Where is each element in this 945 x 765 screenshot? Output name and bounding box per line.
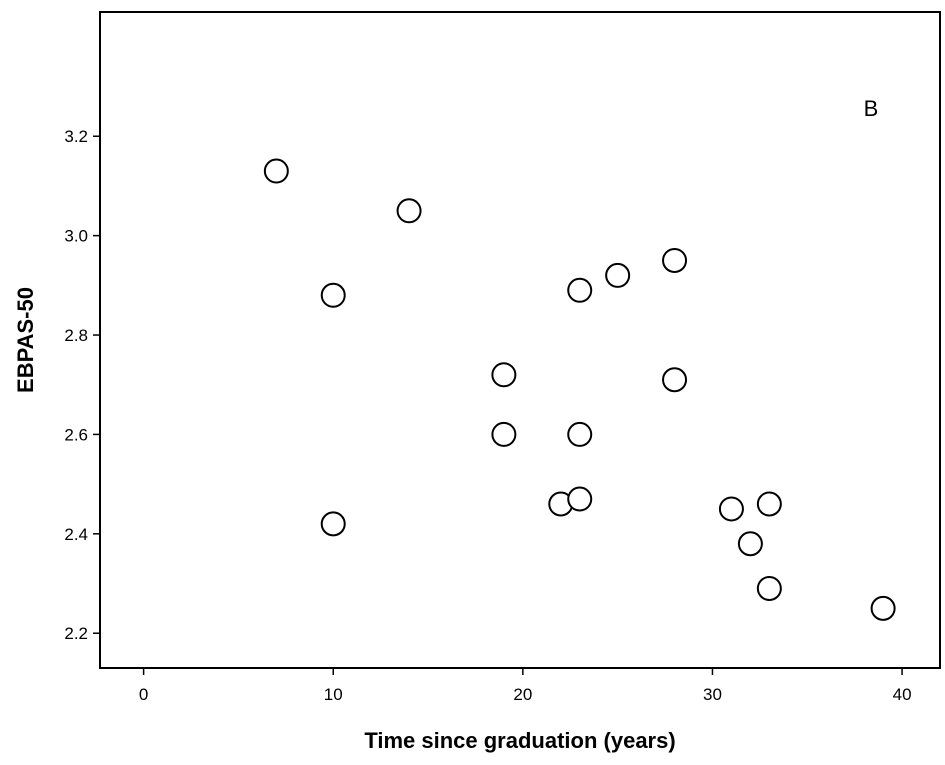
data-point (320, 511, 346, 537)
y-tick-label: 2.8 (64, 326, 88, 345)
x-tick-label: 10 (324, 685, 343, 704)
x-tick-label: 40 (893, 685, 912, 704)
data-point (396, 198, 422, 224)
data-point (567, 277, 593, 303)
data-points (263, 158, 896, 621)
y-axis-ticks: 2.2 2.4 2.6 2.8 3.0 3.2 (64, 127, 100, 643)
x-tick-label: 20 (513, 685, 532, 704)
data-point (567, 486, 593, 512)
x-axis-title: Time since graduation (years) (364, 728, 675, 753)
data-point (491, 421, 517, 447)
plot-frame (99, 11, 941, 669)
data-point (662, 247, 688, 273)
y-tick-label: 3.2 (64, 127, 88, 146)
data-point (718, 496, 744, 522)
y-tick-label: 2.6 (64, 425, 88, 444)
data-point (567, 421, 593, 447)
y-axis-title: EBPAS-50 (13, 287, 38, 393)
y-tick-label: 2.2 (64, 624, 88, 643)
data-point (662, 367, 688, 393)
plot-border (99, 11, 941, 669)
data-point (756, 491, 782, 517)
data-point (605, 262, 631, 288)
x-axis-ticks: 0 10 20 30 40 (139, 668, 912, 704)
data-point (263, 158, 289, 184)
panel-label: B (864, 96, 879, 121)
data-point (491, 362, 517, 388)
data-point (320, 282, 346, 308)
data-point (756, 575, 782, 601)
y-tick-label: 3.0 (64, 227, 88, 246)
data-point (870, 595, 896, 621)
x-tick-label: 0 (139, 685, 148, 704)
x-tick-label: 30 (703, 685, 722, 704)
y-tick-label: 2.4 (64, 525, 88, 544)
data-point (737, 531, 763, 557)
